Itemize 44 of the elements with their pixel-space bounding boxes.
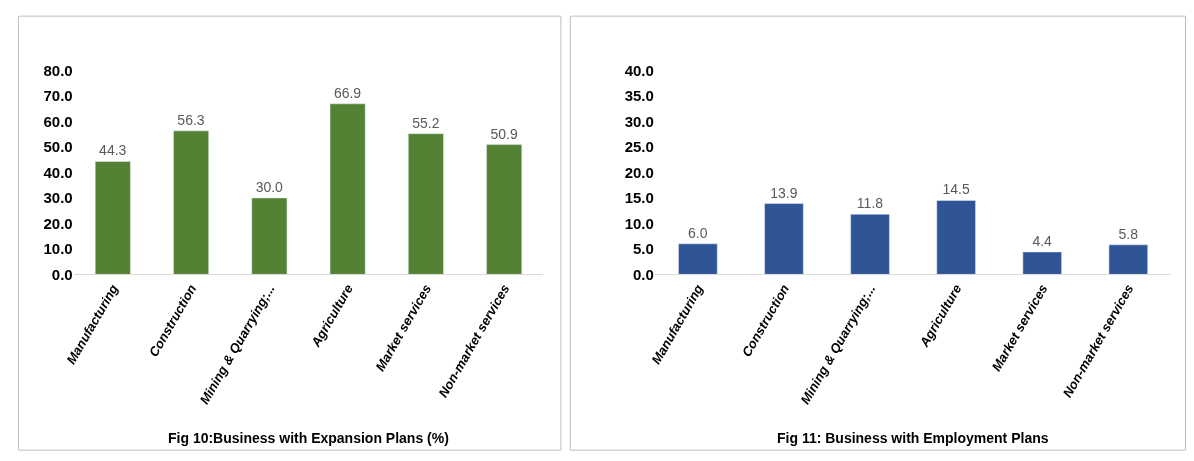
bar xyxy=(936,200,976,275)
bar xyxy=(1022,251,1062,275)
bar xyxy=(764,203,804,275)
bar xyxy=(173,130,209,275)
y-tick-label: 0.0 xyxy=(51,265,73,283)
text: Fig 10:Business with Expansion Plans (%) xyxy=(168,430,449,446)
y-tick-label: 15.0 xyxy=(624,189,654,207)
y-tick-label: 40.0 xyxy=(624,61,654,79)
y-tick-label: 60.0 xyxy=(43,112,73,130)
data-label: 4.4 xyxy=(1032,232,1053,249)
data-label: 6.0 xyxy=(688,224,708,241)
bar xyxy=(850,213,890,275)
bar xyxy=(251,197,288,275)
data-label: 5.8 xyxy=(1118,225,1139,242)
bar xyxy=(94,161,131,275)
y-tick-label: 40.0 xyxy=(43,163,73,181)
y-tick-label: 0.0 xyxy=(632,265,654,283)
data-label: 14.5 xyxy=(942,181,970,198)
data-label: 55.2 xyxy=(412,114,440,131)
data-label: 66.9 xyxy=(333,84,362,101)
data-label: 50.9 xyxy=(490,125,518,142)
data-label: 44.3 xyxy=(99,142,127,159)
data-label: 30.0 xyxy=(255,178,284,195)
y-tick-label: 20.0 xyxy=(43,214,73,232)
bar xyxy=(1108,244,1148,275)
data-label: 13.9 xyxy=(770,184,798,201)
bar xyxy=(678,243,718,275)
y-tick-label: 80.0 xyxy=(43,61,73,79)
y-tick-label: 10.0 xyxy=(624,214,654,232)
y-tick-label: 30.0 xyxy=(624,112,654,130)
data-label: 11.8 xyxy=(856,195,884,212)
y-tick-label: 5.0 xyxy=(632,240,654,258)
y-tick-label: 25.0 xyxy=(624,138,654,156)
bar xyxy=(486,144,523,275)
y-tick-label: 70.0 xyxy=(43,87,73,105)
text: Fig 11: Business with Employment Plans xyxy=(777,430,1049,446)
y-tick-label: 50.0 xyxy=(43,138,73,156)
y-tick-label: 10.0 xyxy=(43,240,73,258)
bar xyxy=(408,133,444,275)
y-tick-label: 35.0 xyxy=(624,87,654,105)
y-tick-label: 30.0 xyxy=(43,189,73,207)
bar xyxy=(329,103,366,275)
y-tick-label: 20.0 xyxy=(624,163,654,181)
data-label: 56.3 xyxy=(177,111,205,128)
